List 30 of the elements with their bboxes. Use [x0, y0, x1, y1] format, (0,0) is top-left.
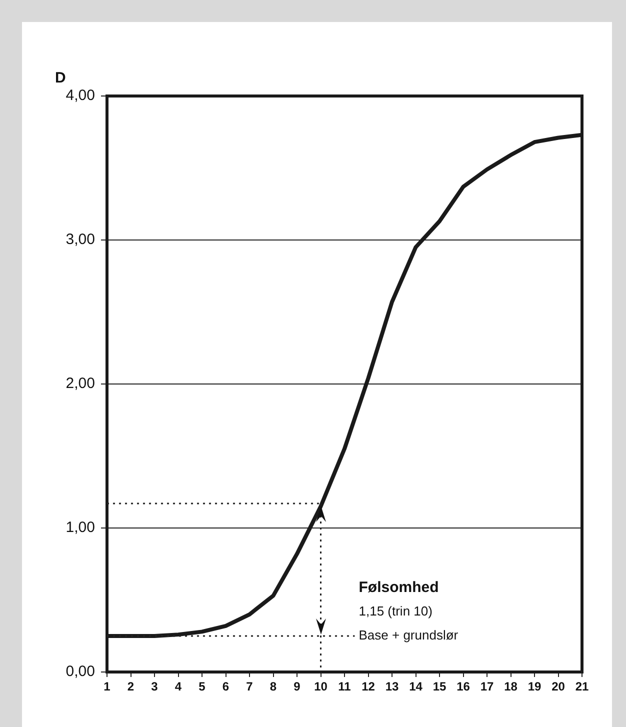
x-tick-label: 12: [362, 680, 376, 694]
y-tick-label: 4,00: [66, 87, 95, 104]
x-tick-label: 2: [127, 680, 134, 694]
x-tick-label: 9: [294, 680, 301, 694]
y-tick-label: 1,00: [66, 519, 95, 536]
x-tick-label: 4: [174, 680, 182, 694]
y-tick-label: 2,00: [66, 375, 95, 392]
x-tick-label: 17: [480, 680, 494, 694]
x-tick-label: 19: [528, 680, 542, 694]
y-tick-label: 0,00: [66, 663, 95, 680]
x-tick-label: 11: [338, 680, 352, 694]
x-tick-label: 13: [385, 680, 399, 694]
x-tick-label: 3: [151, 680, 158, 694]
x-tick-label: 20: [552, 680, 566, 694]
x-tick-label: 16: [456, 680, 470, 694]
x-tick-label: 15: [432, 680, 446, 694]
y-tick-label: 3,00: [66, 231, 95, 248]
ref-line-label: Base + grundslør: [358, 628, 459, 643]
x-tick-label: 7: [246, 680, 254, 694]
x-tick-label: 5: [198, 680, 206, 694]
x-tick-label: 10: [314, 680, 328, 694]
x-tick-label: 6: [222, 680, 230, 694]
x-tick-label: 14: [409, 680, 423, 694]
x-tick-label: 8: [270, 680, 277, 694]
x-tick-label: 18: [504, 680, 518, 694]
annotation: 1,15 (trin 10): [358, 603, 432, 618]
annotation: Følsomhed: [358, 578, 439, 596]
x-tick-label: 21: [575, 680, 589, 694]
y-axis-title: D: [55, 70, 66, 87]
x-tick-label: 1: [104, 680, 111, 694]
